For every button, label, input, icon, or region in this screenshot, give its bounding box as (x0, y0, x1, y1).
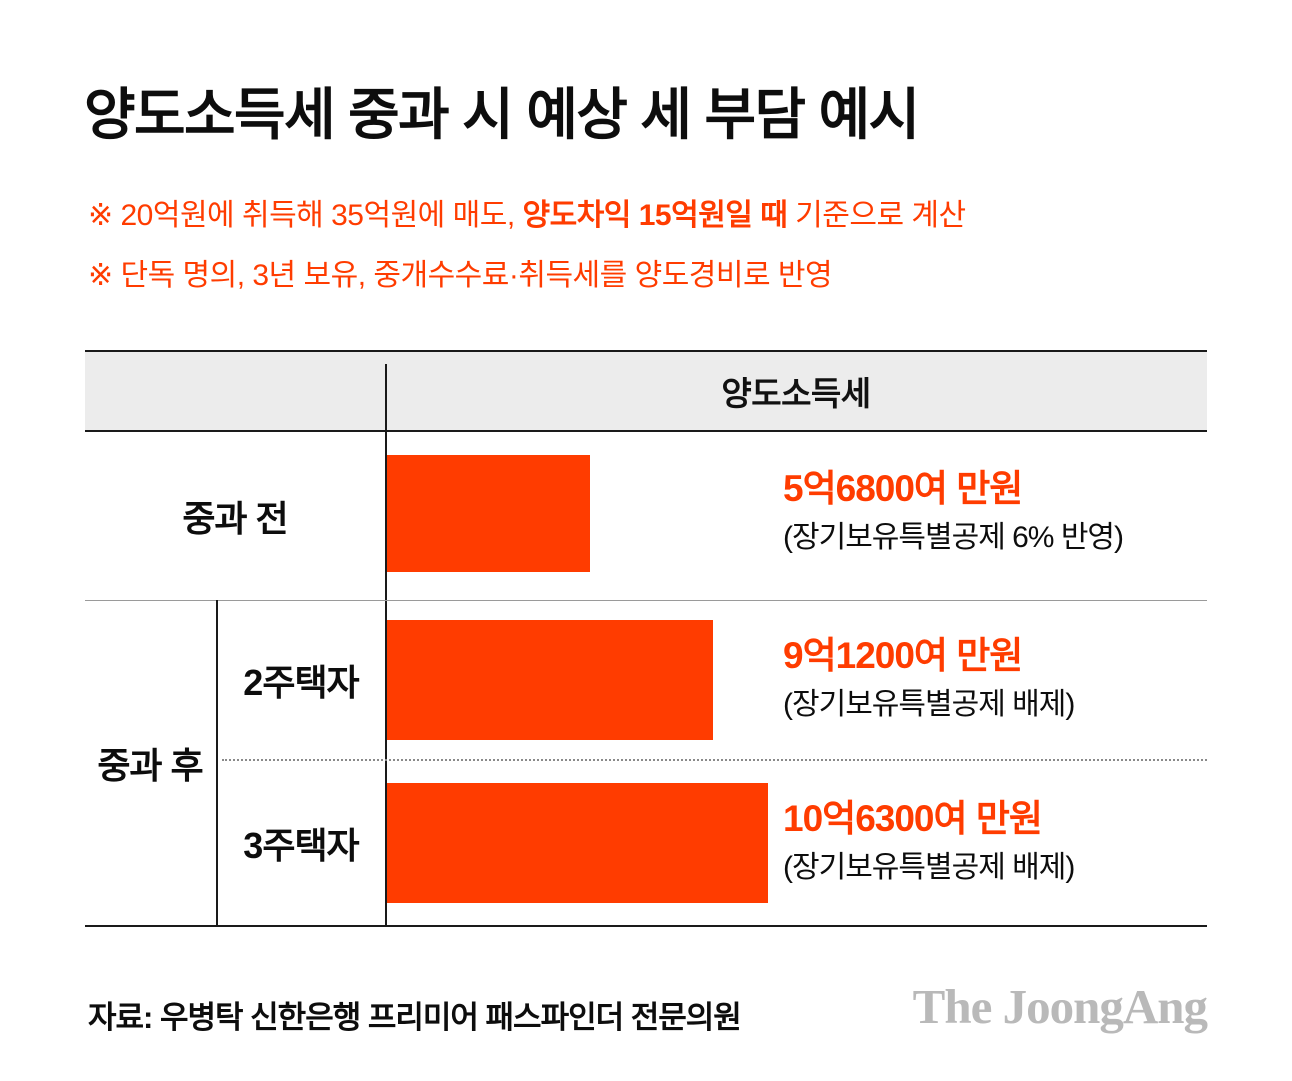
joongang-logo: The JoongAng (912, 979, 1208, 1034)
note-line-1-post: 기준으로 계산 (787, 199, 966, 232)
value-block-three-home-owner: 10억6300여 만원 (장기보유특별공제 배제) (783, 796, 1075, 890)
value-block-before-levy: 5억6800여 만원 (장기보유특별공제 6% 반영) (783, 466, 1124, 560)
chart-column-header: 양도소득세 (85, 350, 1207, 432)
row-group-label-after-levy: 중과 후 (97, 744, 203, 786)
note-line-1-highlight: 양도차익 15억원일 때 (522, 199, 788, 232)
row-separator-line (85, 600, 1207, 601)
value-two-home-owner: 9억1200여 만원 (783, 635, 1023, 676)
value-block-two-home-owner: 9억1200여 만원 (장기보유특별공제 배제) (783, 633, 1075, 727)
row-label-two-home-owner: 2주택자 (243, 662, 359, 703)
row-label-three-home-owner: 3주택자 (243, 824, 359, 866)
tax-burden-bar-chart: 양도소득세 중과 전 중과 후 2주택자 3주택자 5억6800여 만원 (장기… (85, 350, 1207, 927)
note-line-1: ※ 20억원에 취득해 35억원에 매도, 양도차익 15억원일 때 기준으로 … (88, 186, 966, 246)
value-three-home-owner: 10억6300여 만원 (783, 798, 1043, 839)
axis-divider-line (385, 364, 387, 925)
group-bracket-line (216, 600, 218, 925)
value-before-levy: 5억6800여 만원 (783, 468, 1023, 509)
value-note-before-levy: (장기보유특별공제 6% 반영) (783, 521, 1124, 554)
chart-bottom-line (85, 925, 1207, 927)
note-line-1-pre: ※ 20억원에 취득해 35억원에 매도, (88, 199, 523, 232)
chart-column-header-label: 양도소득세 (721, 375, 871, 412)
assumption-notes: ※ 20억원에 취득해 35억원에 매도, 양도차익 15억원일 때 기준으로 … (88, 186, 966, 306)
value-note-three-home-owner: (장기보유특별공제 배제) (783, 851, 1075, 884)
bar-before-levy (387, 455, 590, 572)
row-label-before-levy: 중과 전 (182, 498, 288, 539)
note-line-2: ※ 단독 명의, 3년 보유, 중개수수료·취득세를 양도경비로 반영 (88, 259, 833, 292)
page-title: 양도소득세 중과 시 예상 세 부담 예시 (84, 83, 920, 146)
source-credit: 자료: 우병탁 신한은행 프리미어 패스파인더 전문의원 (88, 1000, 742, 1035)
subrow-dotted-separator (222, 759, 1207, 761)
bar-three-home-owner (387, 783, 768, 903)
value-note-two-home-owner: (장기보유특별공제 배제) (783, 688, 1075, 721)
bar-two-home-owner (387, 620, 713, 740)
